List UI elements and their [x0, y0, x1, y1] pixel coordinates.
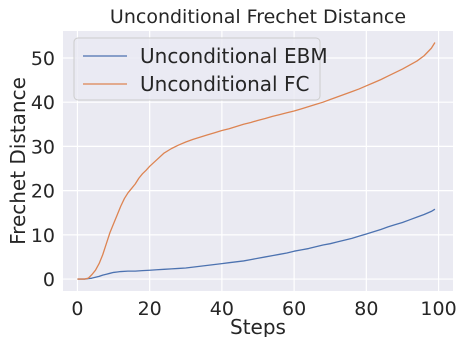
legend-box — [73, 37, 321, 101]
x-tick-label: 60 — [282, 298, 306, 320]
chart-title: Unconditional Frechet Distance — [110, 6, 406, 28]
x-tick-label: 80 — [354, 298, 378, 320]
series-line-ebm — [77, 208, 436, 280]
y-tick-label: 50 — [31, 48, 55, 70]
x-tick-label: 20 — [138, 298, 162, 320]
y-tick-label: 0 — [43, 269, 55, 291]
series-layer — [77, 42, 436, 280]
y-tick-label: 40 — [31, 92, 55, 114]
x-tick-label: 0 — [71, 298, 83, 320]
y-axis-label: Frechet Distance — [6, 77, 30, 245]
y-tick-label: 30 — [31, 136, 55, 158]
tick-labels: 0 20 40 60 80 100 0 10 20 30 40 50 — [31, 48, 456, 320]
x-axis-label: Steps — [230, 315, 286, 337]
x-tick-label: 40 — [210, 298, 234, 320]
legend: Unconditional EBM Unconditional FC — [73, 37, 328, 101]
series-line-fc — [77, 42, 436, 280]
legend-label-ebm: Unconditional EBM — [140, 44, 328, 68]
y-tick-label: 20 — [31, 181, 55, 203]
y-tick-label: 10 — [31, 225, 55, 247]
legend-label-fc: Unconditional FC — [140, 72, 309, 96]
x-tick-label: 100 — [420, 298, 456, 320]
